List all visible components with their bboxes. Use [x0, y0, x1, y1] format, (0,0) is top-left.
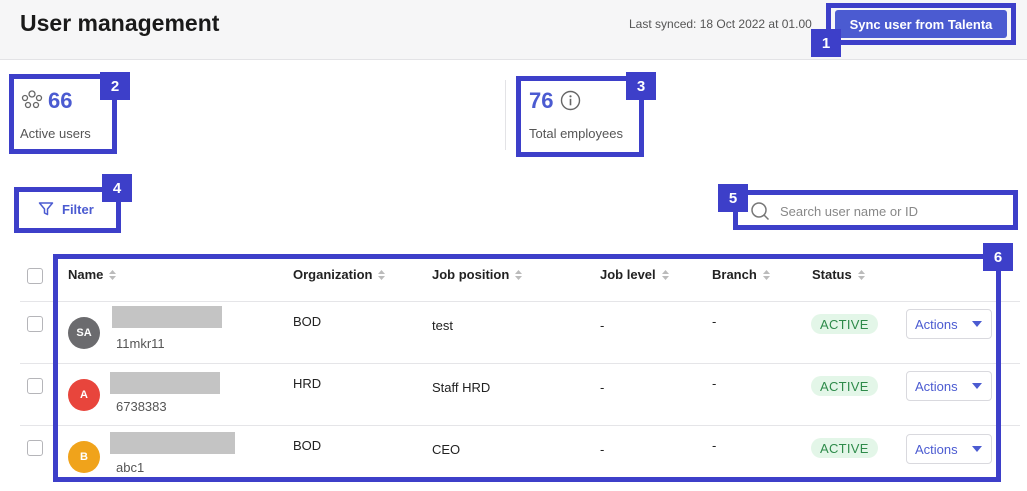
actions-dropdown[interactable]: Actions	[906, 434, 992, 464]
page-title: User management	[20, 10, 220, 36]
avatar: B	[68, 441, 100, 473]
user-id: abc1	[116, 460, 145, 475]
row-checkbox[interactable]	[27, 316, 43, 332]
column-header-name-label: Name	[68, 267, 104, 282]
chevron-down-icon	[971, 321, 982, 327]
job-level-cell: -	[600, 318, 605, 333]
redacted-user-name	[110, 432, 235, 454]
status-badge: ACTIVE	[811, 376, 878, 396]
actions-label: Actions	[915, 378, 958, 394]
annotation-label-1: 1	[811, 29, 841, 57]
branch-cell: -	[712, 438, 717, 453]
annotation-box-2	[9, 74, 117, 154]
filter-label: Filter	[62, 201, 94, 217]
annotation-label-5: 5	[718, 184, 748, 212]
sort-icon	[515, 269, 523, 280]
sort-icon	[762, 269, 770, 280]
stat-divider	[505, 80, 506, 150]
column-header-job-position[interactable]: Job position	[432, 267, 523, 282]
column-header-job-level[interactable]: Job level	[600, 267, 670, 282]
job-position-cell: test	[432, 318, 453, 333]
actions-label: Actions	[915, 441, 958, 457]
annotation-box-1	[826, 3, 1016, 45]
select-all-checkbox[interactable]	[27, 268, 43, 284]
job-level-cell: -	[600, 380, 605, 395]
annotation-box-3	[516, 76, 644, 157]
job-level-cell: -	[600, 442, 605, 457]
column-header-branch[interactable]: Branch	[712, 267, 771, 282]
sort-icon	[857, 269, 865, 280]
redacted-user-name	[110, 372, 220, 394]
sort-icon	[109, 269, 117, 280]
actions-label: Actions	[915, 316, 958, 332]
sort-icon	[378, 269, 386, 280]
annotation-box-6	[53, 254, 1001, 482]
info-icon[interactable]	[560, 90, 581, 111]
status-badge: ACTIVE	[811, 314, 878, 334]
branch-cell: -	[712, 376, 717, 391]
column-header-job-level-label: Job level	[600, 267, 656, 282]
annotation-label-6: 6	[983, 243, 1013, 271]
page-header: User management Last synced: 18 Oct 2022…	[0, 0, 1027, 60]
row-separator	[20, 301, 1020, 302]
annotation-box-4	[14, 187, 121, 233]
active-users-count: 66	[48, 88, 73, 113]
total-employees-count: 76	[529, 88, 554, 113]
chevron-down-icon	[971, 383, 982, 389]
redacted-user-name	[112, 306, 222, 328]
active-users-label: Active users	[20, 126, 91, 141]
row-separator	[20, 363, 1020, 364]
user-id: 6738383	[116, 399, 167, 414]
actions-dropdown[interactable]: Actions	[906, 371, 992, 401]
row-checkbox[interactable]	[27, 440, 43, 456]
row-checkbox[interactable]	[27, 378, 43, 394]
status-badge: ACTIVE	[811, 438, 878, 458]
avatar: A	[68, 379, 100, 411]
organization-cell: BOD	[293, 438, 322, 453]
annotation-label-2: 2	[100, 72, 130, 100]
annotation-label-4: 4	[102, 174, 132, 202]
filter-button[interactable]: Filter	[28, 194, 112, 224]
branch-cell: -	[712, 314, 717, 329]
annotation-label-3: 3	[626, 72, 656, 100]
chevron-down-icon	[971, 446, 982, 452]
column-header-organization-label: Organization	[293, 267, 373, 282]
job-position-cell: CEO	[432, 442, 461, 457]
column-header-status-label: Status	[812, 267, 852, 282]
column-header-branch-label: Branch	[712, 267, 757, 282]
search-icon	[751, 202, 770, 221]
column-header-status[interactable]: Status	[812, 267, 866, 282]
organization-cell: HRD	[293, 376, 322, 391]
row-separator	[20, 425, 1020, 426]
total-employees-label: Total employees	[529, 126, 623, 141]
sort-icon	[661, 269, 669, 280]
users-icon	[21, 90, 43, 109]
annotation-box-5	[733, 190, 1018, 230]
job-position-cell: Staff HRD	[432, 380, 491, 395]
actions-dropdown[interactable]: Actions	[906, 309, 992, 339]
search-input[interactable]	[780, 203, 1000, 219]
column-header-name[interactable]: Name	[68, 267, 117, 282]
sync-users-button[interactable]: Sync user from Talenta	[835, 10, 1007, 38]
user-id: 11mkr11	[116, 336, 165, 351]
last-synced-text: Last synced: 18 Oct 2022 at 01.00	[629, 17, 812, 31]
avatar: SA	[68, 317, 100, 349]
column-header-organization[interactable]: Organization	[293, 267, 386, 282]
organization-cell: BOD	[293, 314, 322, 329]
column-header-job-position-label: Job position	[432, 267, 510, 282]
funnel-icon	[38, 202, 54, 216]
search-field[interactable]	[742, 198, 1010, 224]
